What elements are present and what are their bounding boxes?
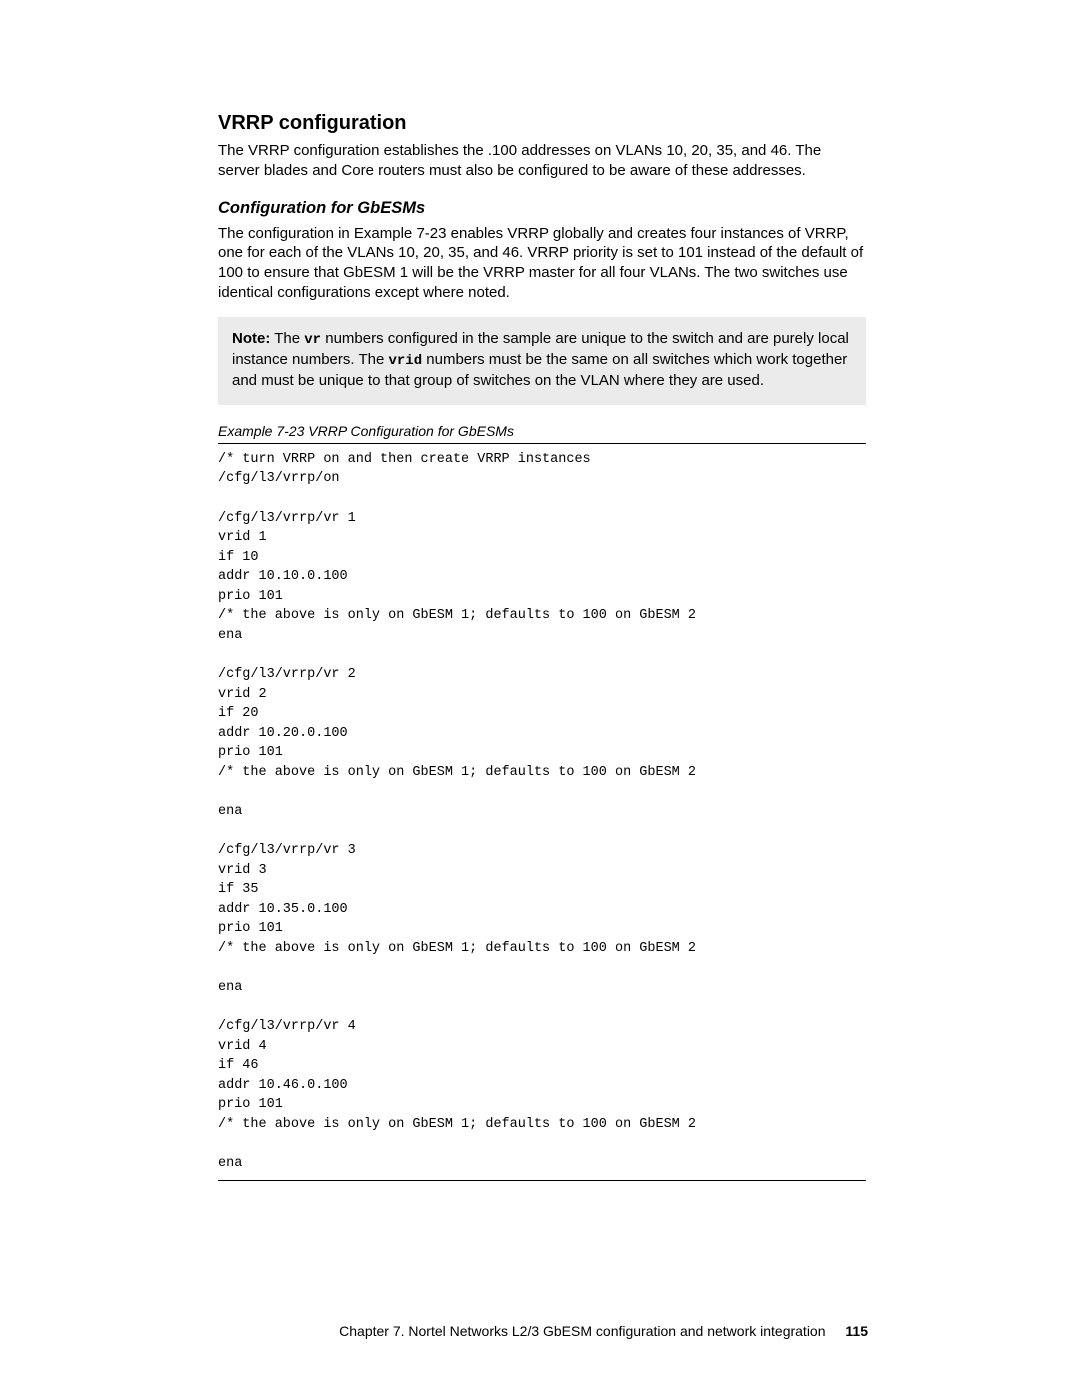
intro-paragraph: The VRRP configuration establishes the .…	[218, 141, 866, 181]
note-box: Note: The vr numbers configured in the s…	[218, 317, 866, 405]
subintro-paragraph: The configuration in Example 7-23 enable…	[218, 224, 866, 303]
page: VRRP configuration The VRRP configuratio…	[0, 0, 1080, 1397]
note-lead: Note:	[232, 330, 270, 347]
page-footer: Chapter 7. Nortel Networks L2/3 GbESM co…	[339, 1323, 868, 1339]
footer-chapter-text: Chapter 7. Nortel Networks L2/3 GbESM co…	[339, 1323, 825, 1339]
note-code-vrid: vrid	[388, 353, 422, 369]
note-text-1: The	[270, 330, 304, 347]
note-code-vr: vr	[304, 332, 321, 348]
code-block: /* turn VRRP on and then create VRRP ins…	[218, 450, 866, 1174]
heading-vrrp-configuration: VRRP configuration	[218, 112, 866, 135]
heading-configuration-for-gbesms: Configuration for GbESMs	[218, 199, 866, 218]
code-block-frame: /* turn VRRP on and then create VRRP ins…	[218, 443, 866, 1181]
content-column: VRRP configuration The VRRP configuratio…	[218, 112, 866, 1181]
example-caption: Example 7-23 VRRP Configuration for GbES…	[218, 423, 866, 439]
footer-page-number: 115	[845, 1323, 868, 1339]
